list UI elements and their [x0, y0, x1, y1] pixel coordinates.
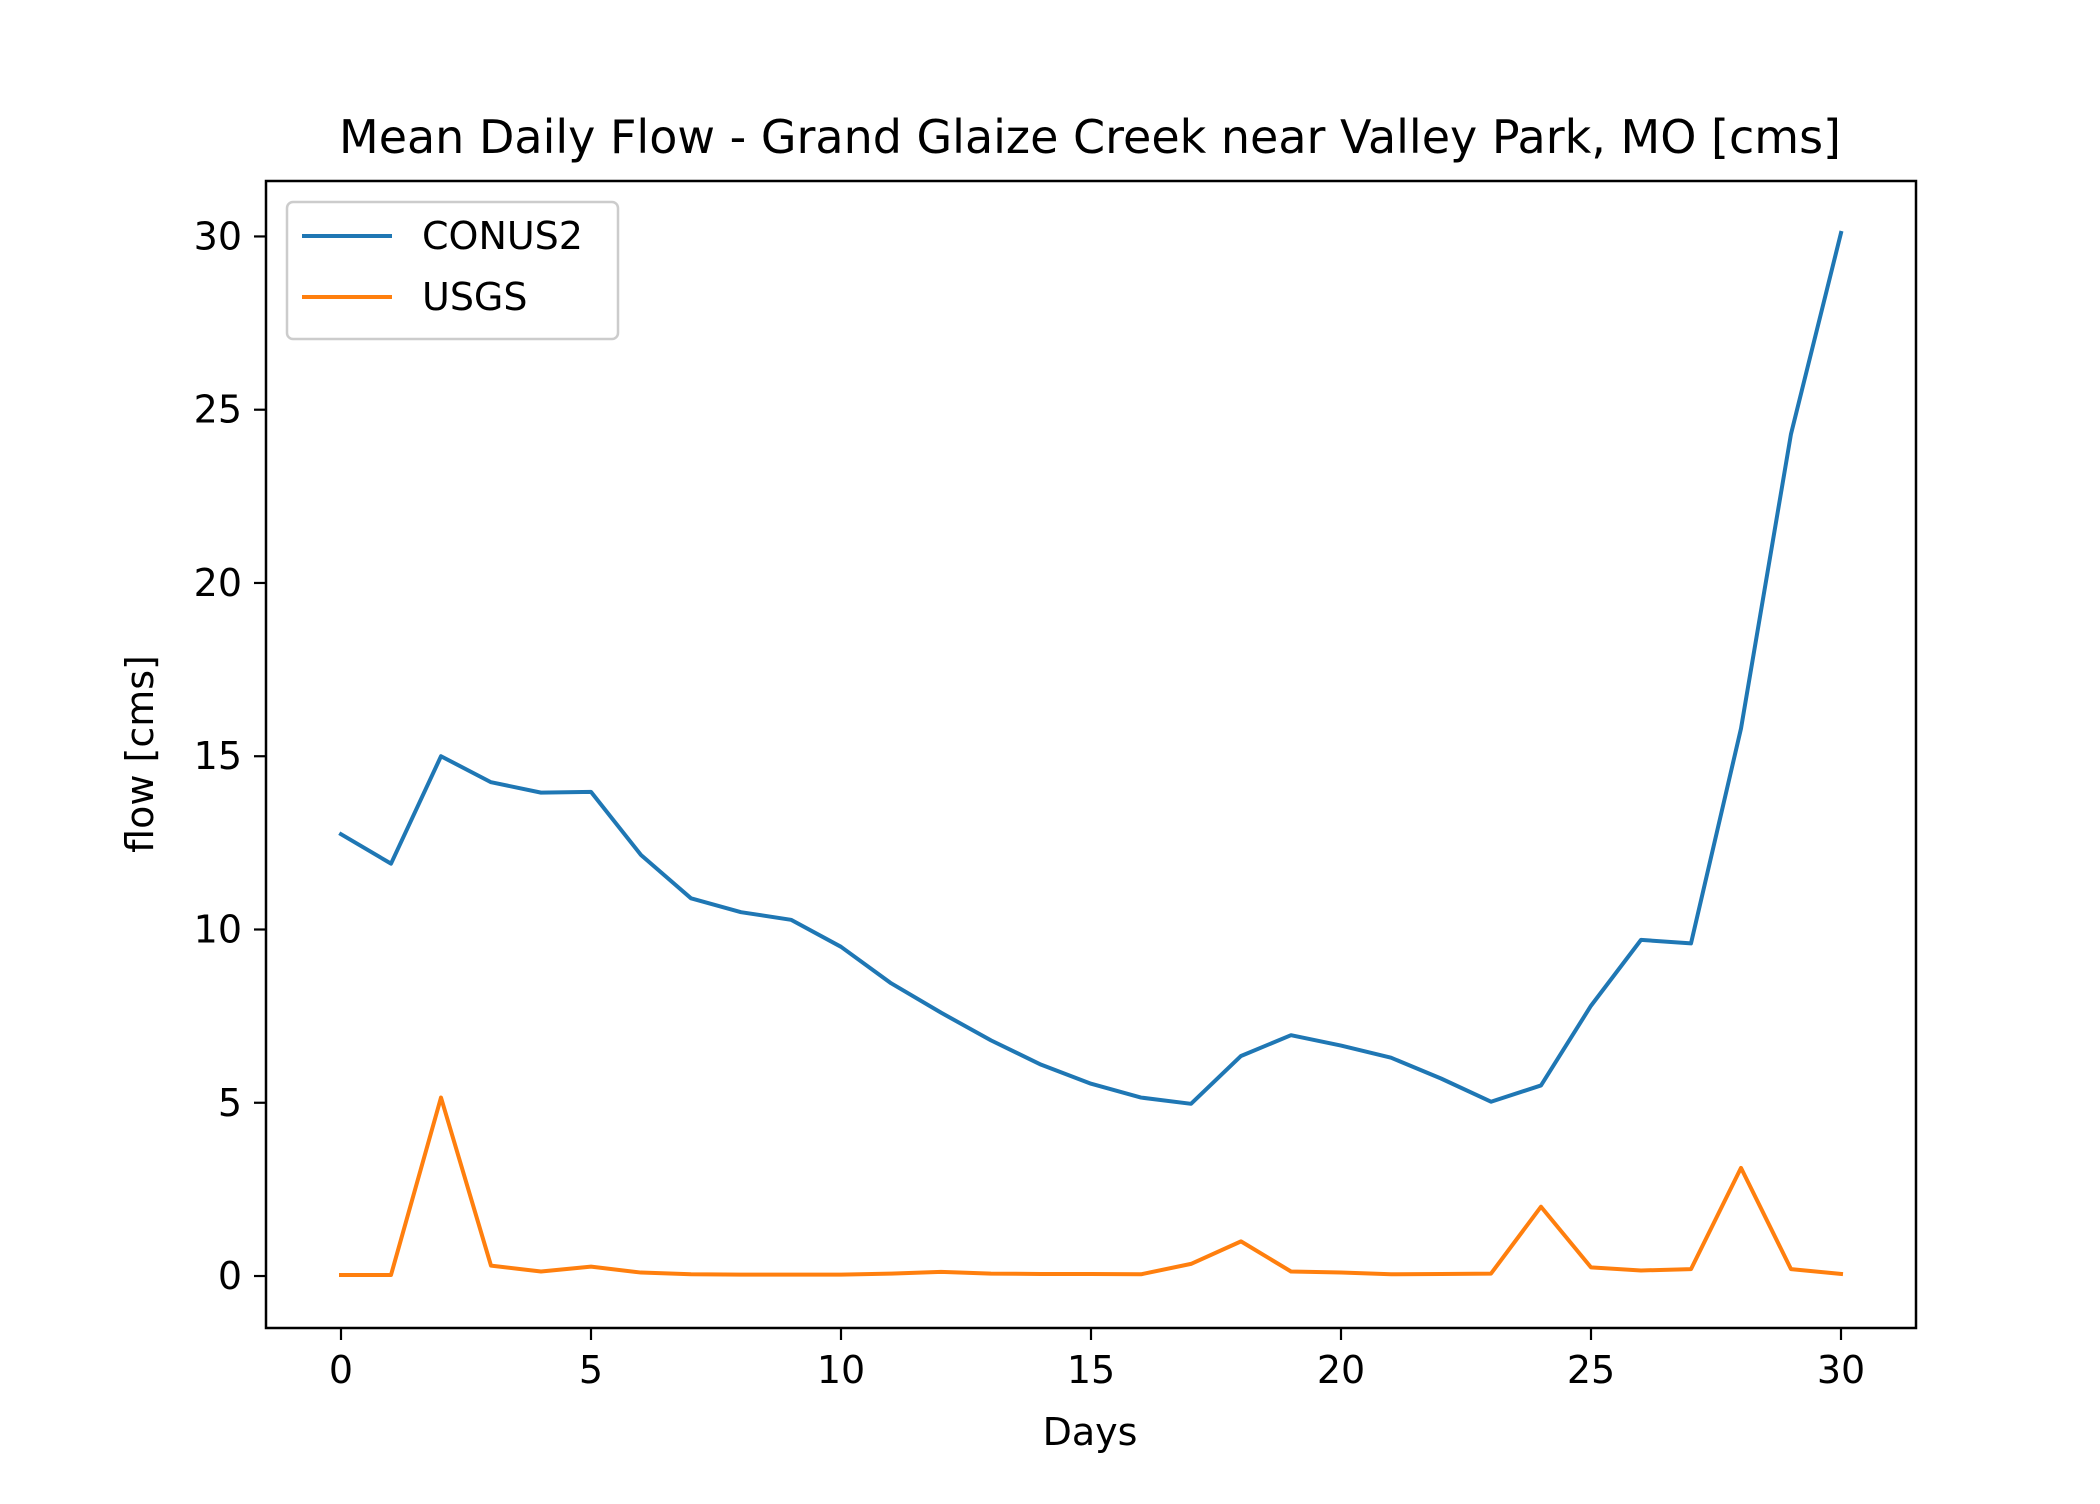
plot-area [341, 233, 1841, 1275]
x-axis-label: Days [1043, 1410, 1138, 1454]
x-tick-label: 30 [1817, 1348, 1865, 1392]
x-tick-label: 25 [1567, 1348, 1615, 1392]
x-tick-label: 10 [817, 1348, 865, 1392]
legend: CONUS2 USGS [287, 202, 618, 339]
series-line-usgs [341, 1098, 1841, 1275]
x-tick-label: 0 [329, 1348, 353, 1392]
series-line-conus2 [341, 233, 1841, 1104]
y-tick-label: 30 [194, 214, 242, 258]
y-axis: 0 5 10 15 20 25 30 [194, 214, 266, 1298]
legend-label-usgs: USGS [422, 275, 528, 319]
y-tick-label: 0 [218, 1254, 242, 1298]
y-tick-label: 15 [194, 734, 242, 778]
x-tick-label: 20 [1317, 1348, 1365, 1392]
y-tick-label: 10 [194, 907, 242, 951]
chart-title: Mean Daily Flow - Grand Glaize Creek nea… [339, 110, 1841, 164]
y-tick-label: 25 [194, 388, 242, 432]
x-tick-label: 15 [1067, 1348, 1115, 1392]
x-axis: 0 5 10 15 20 25 30 [329, 1328, 1865, 1392]
x-tick-label: 5 [579, 1348, 603, 1392]
y-axis-label: flow [cms] [118, 655, 162, 853]
legend-label-conus2: CONUS2 [422, 214, 583, 258]
axes-frame [266, 181, 1916, 1328]
y-tick-label: 5 [218, 1081, 242, 1125]
y-tick-label: 20 [194, 561, 242, 605]
